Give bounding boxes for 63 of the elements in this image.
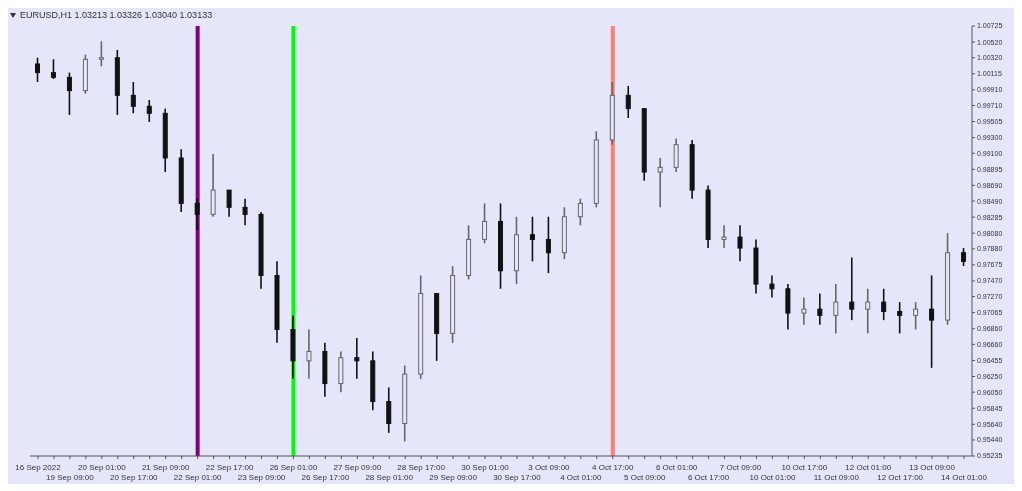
x-tick-label: 21 Sep 09:00 (141, 463, 191, 472)
x-tick-label: 28 Sep 17:00 (397, 463, 446, 472)
candlestick (50, 58, 56, 80)
candlestick (529, 215, 535, 263)
candlestick (657, 157, 663, 209)
x-tick-label: 28 Sep 01:00 (365, 473, 414, 482)
x-tick-label: 23 Sep 09:00 (237, 473, 286, 482)
x-tick-label: 12 Oct 17:00 (877, 473, 924, 482)
candlestick (721, 224, 727, 249)
candlestick (354, 337, 360, 380)
x-tick-label: 20 Sep 17:00 (109, 473, 159, 482)
x-tick-label: 5 Oct 09:00 (624, 473, 666, 482)
x-tick-label: 26 Sep 17:00 (301, 473, 350, 482)
candlestick (386, 386, 392, 434)
x-tick-label: 10 Oct 01:00 (749, 473, 796, 482)
x-tick-label: 6 Oct 01:00 (655, 463, 698, 472)
candlestick (226, 189, 232, 218)
candlestick (801, 296, 807, 326)
chart-title: EURUSD,H1 1.03213 1.03326 1.03040 1.03133 (20, 10, 213, 20)
candlestick (929, 274, 935, 369)
candlestick (98, 40, 104, 68)
x-tick-label: 20 Sep 01:00 (78, 463, 127, 472)
candlestick (737, 224, 743, 263)
candlestick (545, 215, 551, 274)
candlestick (817, 292, 823, 326)
x-tick-label: 12 Oct 01:00 (845, 463, 892, 472)
x-tick-label: 27 Sep 09:00 (333, 463, 382, 472)
candlestick (865, 287, 871, 335)
candlestick (577, 197, 583, 227)
x-tick-label: 13 Oct 09:00 (909, 463, 956, 472)
candlestick (881, 287, 887, 321)
x-tick-label: 29 Sep 09:00 (429, 473, 478, 482)
candlestick (913, 301, 919, 331)
candlestick (194, 197, 200, 231)
x-tick-label: 10 Oct 17:00 (781, 463, 828, 472)
x-tick-label: 4 Oct 01:00 (560, 473, 603, 482)
x-tick-label: 30 Sep 01:00 (461, 463, 510, 472)
candlestick (625, 85, 631, 119)
x-tick-label: 19 Sep 09:00 (46, 473, 95, 482)
x-tick-label: 16 Sep 2022 (15, 463, 62, 472)
candlestick (306, 328, 312, 380)
x-tick-label: 11 Oct 09:00 (813, 473, 860, 482)
candlestick (897, 301, 903, 335)
candlestick (66, 71, 72, 116)
x-tick-label: 26 Sep 01:00 (269, 463, 318, 472)
candlestick (833, 283, 839, 335)
candlestick (146, 99, 152, 123)
x-tick-label: 22 Sep 17:00 (205, 463, 254, 472)
candlestick (130, 81, 136, 115)
x-tick-label: 22 Sep 01:00 (173, 473, 222, 482)
x-tick-label: 3 Oct 09:00 (528, 463, 571, 472)
candlestick (849, 256, 855, 321)
candlestick (961, 247, 967, 267)
candlestick (35, 56, 40, 83)
x-tick-label: 30 Sep 17:00 (493, 473, 542, 482)
candlestick (242, 197, 248, 227)
x-tick-label: 4 Oct 17:00 (592, 463, 634, 472)
candlestick (482, 202, 488, 245)
x-tick-label: 14 Oct 01:00 (941, 473, 988, 482)
x-tick-label: 7 Oct 09:00 (719, 463, 762, 472)
candlestick (673, 137, 679, 173)
candlestick (769, 274, 775, 299)
x-tick-label: 6 Oct 17:00 (687, 473, 730, 482)
